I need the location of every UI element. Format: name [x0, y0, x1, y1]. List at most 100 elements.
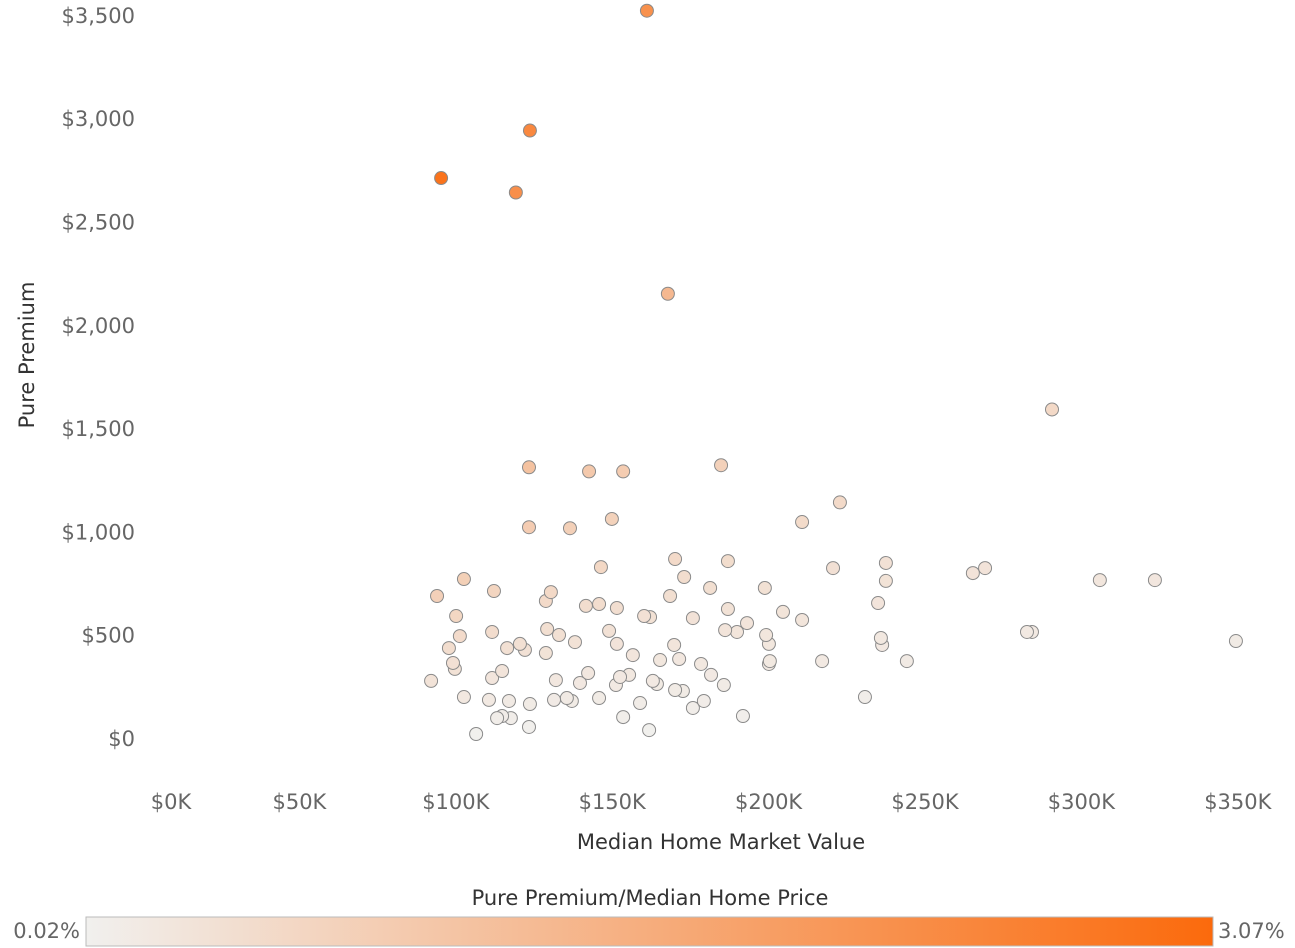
point	[775, 604, 790, 619]
point	[616, 464, 631, 479]
point	[548, 673, 563, 688]
point	[668, 552, 683, 567]
point	[602, 623, 617, 638]
point	[1228, 634, 1243, 649]
point	[718, 623, 733, 638]
x-tick-label: $50K	[272, 790, 327, 814]
point	[1147, 573, 1162, 588]
point	[547, 692, 562, 707]
legend-min-label: 0.02%	[13, 919, 80, 943]
point	[795, 515, 810, 530]
x-tick-label: $0K	[151, 790, 193, 814]
point	[441, 641, 456, 656]
point	[609, 636, 624, 651]
point	[965, 566, 980, 581]
point	[978, 561, 993, 576]
color-legend-bar	[85, 916, 1214, 947]
point	[495, 663, 510, 678]
point	[720, 554, 735, 569]
point	[871, 596, 886, 611]
point	[740, 616, 755, 631]
point	[857, 690, 872, 705]
point	[522, 697, 537, 712]
y-tick-label: $500	[82, 624, 135, 648]
point	[653, 653, 668, 668]
point	[1092, 573, 1107, 588]
y-tick-label: $2,500	[62, 211, 135, 235]
point	[481, 692, 496, 707]
point	[757, 580, 772, 595]
y-tick-label: $3,500	[62, 4, 135, 28]
point	[485, 624, 500, 639]
point	[490, 711, 505, 726]
point	[424, 673, 439, 688]
point	[660, 286, 675, 301]
point	[538, 646, 553, 661]
point	[559, 691, 574, 706]
point	[469, 727, 484, 742]
point	[762, 654, 777, 669]
y-tick-label: $1,500	[62, 417, 135, 441]
point	[485, 671, 500, 686]
x-tick-label: $300K	[1048, 790, 1116, 814]
point	[508, 185, 523, 200]
point	[616, 710, 631, 725]
point	[663, 588, 678, 603]
point	[826, 561, 841, 576]
point	[694, 656, 709, 671]
point	[540, 622, 555, 637]
y-tick-label: $0	[108, 727, 135, 751]
point	[486, 584, 501, 599]
point	[633, 696, 648, 711]
point	[685, 700, 700, 715]
point	[672, 652, 687, 667]
point	[759, 628, 774, 643]
point	[604, 511, 619, 526]
point	[572, 675, 587, 690]
point	[434, 171, 449, 186]
point	[716, 678, 731, 693]
point	[562, 521, 577, 536]
point	[720, 602, 735, 617]
x-tick-label: $200K	[735, 790, 803, 814]
point	[609, 600, 624, 615]
point	[592, 597, 607, 612]
point	[613, 669, 628, 684]
point	[445, 655, 460, 670]
point	[685, 611, 700, 626]
point	[521, 520, 536, 535]
point	[512, 636, 527, 651]
point	[873, 630, 888, 645]
x-tick-label: $100K	[422, 790, 490, 814]
point	[637, 609, 652, 624]
point	[642, 723, 657, 738]
point	[703, 580, 718, 595]
point	[500, 641, 515, 656]
point	[593, 560, 608, 575]
point	[677, 569, 692, 584]
point	[430, 588, 445, 603]
point	[795, 612, 810, 627]
point	[714, 458, 729, 473]
point	[696, 693, 711, 708]
point	[1019, 624, 1034, 639]
y-tick-label: $1,000	[62, 520, 135, 544]
point	[521, 719, 536, 734]
point	[639, 3, 654, 18]
point	[645, 673, 660, 688]
point	[878, 555, 893, 570]
point	[581, 666, 596, 681]
point	[521, 460, 536, 475]
legend-title: Pure Premium/Median Home Price	[472, 886, 829, 910]
x-axis-title: Median Home Market Value	[577, 830, 865, 854]
point	[456, 690, 471, 705]
point	[899, 654, 914, 669]
point	[592, 691, 607, 706]
point	[735, 709, 750, 724]
point	[522, 123, 537, 138]
point	[552, 628, 567, 643]
point	[878, 573, 893, 588]
x-tick-label: $350K	[1204, 790, 1272, 814]
point	[625, 648, 640, 663]
